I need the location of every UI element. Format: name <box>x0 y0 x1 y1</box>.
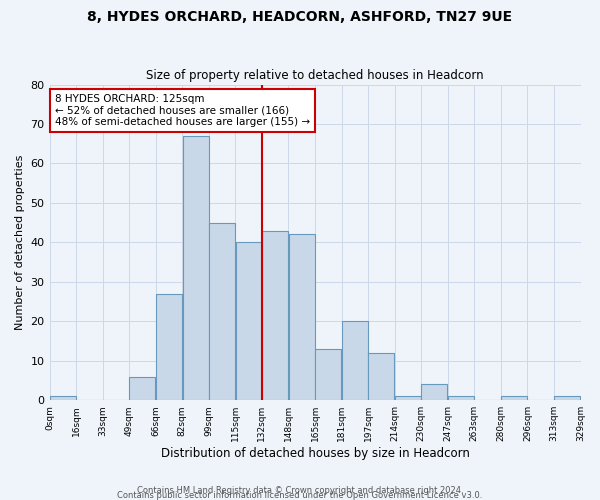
Bar <box>342 322 368 400</box>
Bar <box>448 396 474 400</box>
X-axis label: Distribution of detached houses by size in Headcorn: Distribution of detached houses by size … <box>161 447 469 460</box>
Bar <box>289 234 315 400</box>
Text: 8 HYDES ORCHARD: 125sqm
← 52% of detached houses are smaller (166)
48% of semi-d: 8 HYDES ORCHARD: 125sqm ← 52% of detache… <box>55 94 310 127</box>
Text: Contains HM Land Registry data © Crown copyright and database right 2024.: Contains HM Land Registry data © Crown c… <box>137 486 463 495</box>
Title: Size of property relative to detached houses in Headcorn: Size of property relative to detached ho… <box>146 69 484 82</box>
Bar <box>368 353 394 400</box>
Bar <box>262 230 288 400</box>
Bar <box>182 136 209 400</box>
Bar <box>421 384 448 400</box>
Bar <box>50 396 76 400</box>
Bar <box>236 242 262 400</box>
Bar <box>315 349 341 400</box>
Bar <box>156 294 182 400</box>
Bar <box>395 396 421 400</box>
Bar <box>130 376 155 400</box>
Bar <box>209 222 235 400</box>
Text: Contains public sector information licensed under the Open Government Licence v3: Contains public sector information licen… <box>118 491 482 500</box>
Bar <box>501 396 527 400</box>
Text: 8, HYDES ORCHARD, HEADCORN, ASHFORD, TN27 9UE: 8, HYDES ORCHARD, HEADCORN, ASHFORD, TN2… <box>88 10 512 24</box>
Bar <box>554 396 580 400</box>
Y-axis label: Number of detached properties: Number of detached properties <box>15 154 25 330</box>
